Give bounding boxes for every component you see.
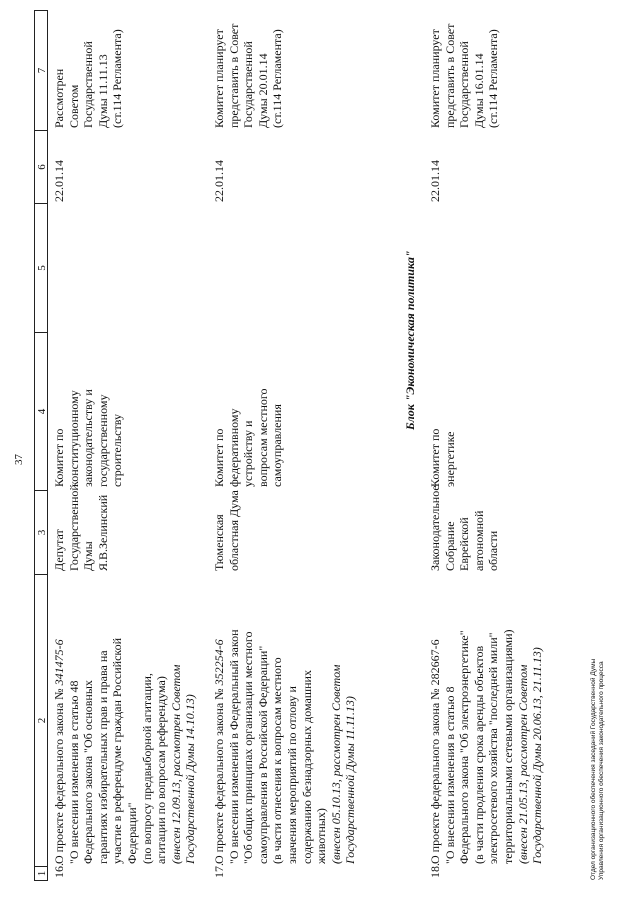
row-number: 17. — [212, 863, 226, 878]
bill-description: О проекте федерального закона № 282667-6… — [428, 574, 545, 864]
date: 22.01.14 — [428, 160, 442, 202]
header-col-2: 2 — [34, 575, 48, 867]
initiator: Депутат Государственной Думы Я.В.Зелинск… — [52, 484, 110, 571]
bill-intro: О проекте федерального закона № — [52, 685, 66, 864]
committee: Комитет по конституционному законодатель… — [52, 389, 125, 487]
bill-body: "О внесении изменения в статью 48 Федера… — [66, 637, 169, 864]
header-col-4: 4 — [34, 333, 48, 491]
page-number: 37 — [13, 454, 25, 465]
bill-intro: О проекте федерального закона № — [428, 685, 442, 864]
bill-description: О проекте федерального закона № 341475-6… — [52, 574, 198, 864]
bill-body: "О внесении изменений в Федеральный зако… — [226, 629, 329, 864]
row-number: 18. — [428, 863, 442, 878]
header-col-3: 3 — [34, 491, 48, 575]
date: 22.01.14 — [212, 160, 226, 202]
date: 22.01.14 — [52, 160, 66, 202]
status: Комитет планирует представить в Совет Го… — [428, 23, 501, 128]
initiator: Законодательное Собрание Еврейской автон… — [428, 485, 501, 571]
footer: Отдел организационного обеспечения засед… — [590, 658, 605, 880]
committee: Комитет по энергетике — [428, 428, 457, 487]
bill-number: 341475-6 — [52, 639, 66, 686]
status: Рассмотрен Советом Государственной Думы … — [52, 29, 125, 128]
bill-number: 282667-6 — [428, 639, 442, 686]
header-col-6: 6 — [34, 131, 48, 204]
header-col-7: 7 — [34, 10, 48, 131]
bill-note: (внесен 12.09.13, рассмотрен Советом Гос… — [168, 664, 198, 864]
bill-note: (внесен 21.05.13, рассмотрен Советом Гос… — [515, 647, 545, 864]
bill-body: "О внесении изменения в статью 8 Федерал… — [442, 629, 515, 864]
row-number: 16. — [52, 863, 66, 878]
bill-note: (внесен 05.10.13, рассмотрен Советом Гос… — [328, 664, 358, 864]
header-col-5: 5 — [34, 204, 48, 333]
bill-number: 352254-6 — [212, 639, 226, 686]
bill-description: О проекте федерального закона № 352254-6… — [212, 574, 358, 864]
header-col-1: 1 — [34, 867, 48, 881]
block-heading: Блок "Экономическая политика" — [403, 250, 417, 430]
committee: Комитет по федеративному устройству и во… — [212, 388, 285, 487]
status: Комитет планирует представить в Совет Го… — [212, 23, 285, 128]
initiator: Тюменская областная Дума — [212, 490, 241, 571]
bill-intro: О проекте федерального закона № — [212, 685, 226, 864]
